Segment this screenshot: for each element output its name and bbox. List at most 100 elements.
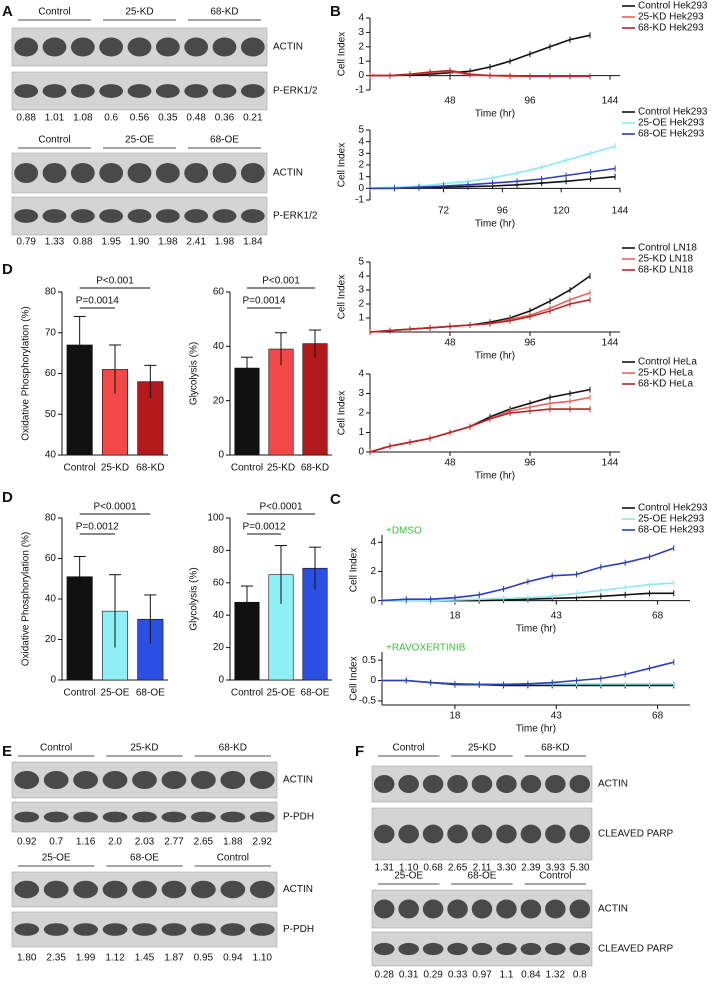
significance-label: P=0.0014 <box>76 296 120 307</box>
x-tick-label: 96 <box>524 458 536 469</box>
x-tick-label: 25-KD <box>267 463 295 474</box>
legend-label: 68-KD Hek293 <box>638 23 704 34</box>
quantification: 2.77 <box>164 837 184 848</box>
band <box>161 811 187 823</box>
band <box>496 824 517 844</box>
band <box>496 899 517 919</box>
band <box>184 163 209 183</box>
band <box>155 84 180 98</box>
x-tick-label: 68-KD <box>136 463 164 474</box>
legend-label: Control Hek293 <box>638 107 708 118</box>
y-tick-label: 2 <box>370 566 376 577</box>
band <box>520 775 542 793</box>
quantification: 1.01 <box>45 113 65 124</box>
panel-label: D <box>2 261 13 278</box>
quantification: 0.6 <box>104 113 118 124</box>
y-tick-label: 2 <box>358 299 364 310</box>
band <box>127 209 152 223</box>
x-tick-label: 144 <box>602 96 619 107</box>
y-tick-label: 60 <box>213 577 225 588</box>
band <box>73 771 98 789</box>
group-label: 25-OE <box>394 871 423 882</box>
quantification: 0.31 <box>399 970 419 981</box>
quantification: 0.79 <box>16 237 36 248</box>
x-tick-label: 25-OE <box>267 688 296 699</box>
y-tick-label: 20 <box>45 634 57 645</box>
row-label: ACTIN <box>598 779 628 790</box>
y-axis-label: Cell Index <box>337 275 348 319</box>
band <box>398 775 419 793</box>
x-tick-label: 144 <box>602 458 619 469</box>
band <box>43 880 69 899</box>
quantification: 1.12 <box>105 953 125 964</box>
band <box>102 880 128 899</box>
band <box>496 775 517 793</box>
quantification: 3.93 <box>546 863 566 874</box>
quantification: 1.31 <box>374 863 394 874</box>
band <box>161 771 187 789</box>
significance-label: P=0.0014 <box>242 296 286 307</box>
series-line <box>370 69 590 78</box>
band <box>14 209 39 223</box>
group-label: 68-KD <box>210 7 238 18</box>
y-tick-label: -1 <box>355 85 364 96</box>
x-tick-label: 96 <box>497 206 509 217</box>
band <box>240 37 265 57</box>
legend-label: Control LN18 <box>638 243 697 254</box>
quantification: 0.68 <box>423 863 443 874</box>
band <box>99 84 124 98</box>
quantification: 0.84 <box>521 970 541 981</box>
y-tick-label: 3 <box>358 285 364 296</box>
x-axis-label: Time (hr) <box>475 109 515 120</box>
y-tick-label: 0 <box>218 675 224 686</box>
quantification: 1.33 <box>45 237 65 248</box>
y-tick-label: 0 <box>358 183 364 194</box>
legend-label: Control HeLa <box>638 357 697 368</box>
x-axis-label: Time (hr) <box>475 219 515 230</box>
quantification: 0.95 <box>194 953 214 964</box>
band <box>373 899 395 919</box>
y-tick-label: 80 <box>213 545 225 556</box>
x-axis-label: Time (hr) <box>516 624 556 635</box>
x-tick-label: 18 <box>449 611 461 622</box>
x-tick-label: 144 <box>612 206 629 217</box>
band <box>132 923 157 936</box>
group-label: 25-KD <box>468 743 496 754</box>
band <box>471 775 493 793</box>
y-tick-label: 4 <box>358 13 364 24</box>
significance-label: P=0.0012 <box>76 522 120 533</box>
band <box>102 771 128 789</box>
band <box>70 163 95 183</box>
y-tick-label: 20 <box>213 395 225 406</box>
y-tick-label: 40 <box>213 341 225 352</box>
quantification: 0.21 <box>243 113 263 124</box>
x-tick-label: 25-OE <box>101 688 130 699</box>
band <box>471 824 493 844</box>
y-tick-label: 0 <box>370 675 376 686</box>
y-axis-label: Cell Index <box>349 548 360 592</box>
legend-label: 25-OE Hek293 <box>638 118 705 129</box>
y-axis-label: Cell Index <box>337 391 348 435</box>
group-label: 68-OE <box>210 135 239 146</box>
band <box>99 163 124 183</box>
y-tick-label: 5 <box>358 257 364 268</box>
group-label: Control <box>539 871 571 882</box>
band <box>240 163 265 183</box>
band <box>520 942 542 956</box>
band <box>14 811 40 823</box>
x-tick-label: 68-OE <box>136 688 165 699</box>
band <box>42 37 67 57</box>
significance-label: P<0.001 <box>96 276 134 287</box>
y-tick-label: 4 <box>370 537 376 548</box>
y-tick-label: 1 <box>358 313 364 324</box>
group-label: 25-KD <box>130 743 158 754</box>
y-tick-label: 0 <box>218 450 224 461</box>
x-tick-label: Control <box>64 463 96 474</box>
group-label: Control <box>393 743 425 754</box>
quantification: 3.30 <box>497 863 517 874</box>
y-tick-label: 60 <box>45 553 57 564</box>
quantification: 1.32 <box>546 970 566 981</box>
band <box>184 209 209 223</box>
quantification: 0.33 <box>448 970 468 981</box>
band <box>249 880 275 899</box>
